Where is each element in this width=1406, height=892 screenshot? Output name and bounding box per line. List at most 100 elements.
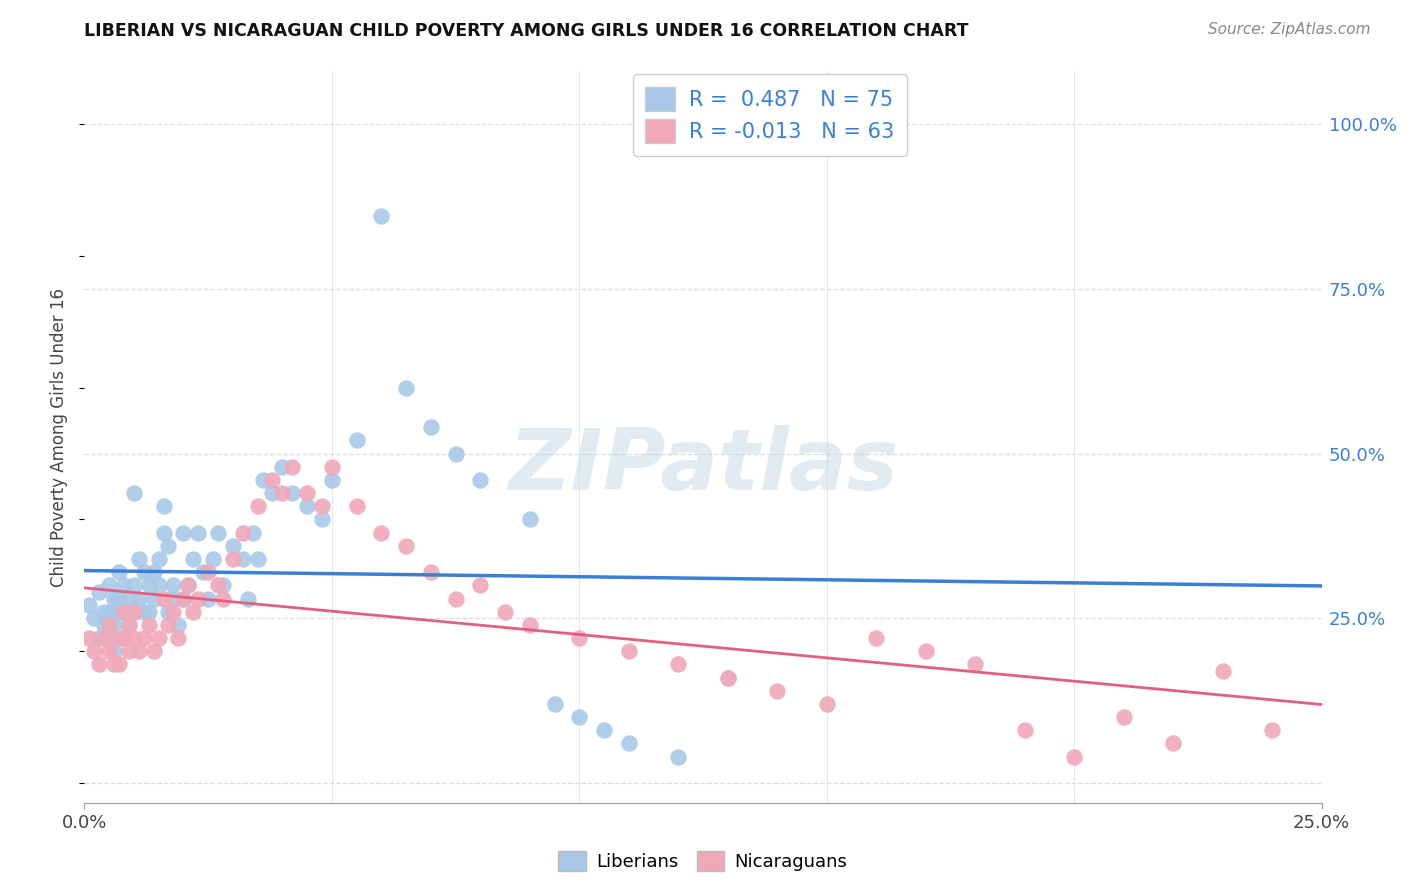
Point [89,631,111,645]
Point [142,565,165,579]
Point [148,578,170,592]
Point [395,381,418,395]
Point [470,578,492,592]
Point [617,737,640,751]
Point [232,552,254,566]
Point [162,578,184,592]
Point [207,525,229,540]
Point [543,697,565,711]
Point [519,618,541,632]
Point [568,710,591,724]
Point [519,512,541,526]
Point [118,618,141,632]
Point [246,500,269,514]
Point [187,591,209,606]
Point [207,578,229,592]
Point [83,644,105,658]
Point [177,578,200,592]
Point [197,591,219,606]
Point [103,657,125,672]
Point [79,631,101,645]
Point [212,591,235,606]
Point [370,210,392,224]
Point [128,644,150,658]
Point [262,473,284,487]
Point [1261,723,1284,738]
Point [103,644,125,658]
Point [191,565,214,579]
Point [262,486,284,500]
Point [232,525,254,540]
Point [212,578,235,592]
Point [346,500,368,514]
Point [370,525,392,540]
Point [108,565,131,579]
Point [138,578,160,592]
Point [865,631,887,645]
Point [965,657,987,672]
Point [118,644,141,658]
Point [108,631,131,645]
Point [138,605,160,619]
Point [138,618,160,632]
Point [815,697,838,711]
Point [98,605,121,619]
Point [666,657,689,672]
Point [103,618,125,632]
Text: ZIPatlas: ZIPatlas [508,425,898,508]
Point [122,605,145,619]
Point [444,446,467,460]
Point [132,565,155,579]
Point [419,420,441,434]
Point [132,631,155,645]
Point [89,657,111,672]
Point [152,525,174,540]
Point [666,749,689,764]
Point [914,644,936,658]
Point [177,578,200,592]
Point [132,605,155,619]
Point [148,631,170,645]
Point [717,671,740,685]
Point [271,486,294,500]
Point [93,631,115,645]
Point [108,605,131,619]
Point [122,605,145,619]
Point [108,591,131,606]
Point [321,473,343,487]
Point [181,552,204,566]
Point [167,631,190,645]
Point [246,552,269,566]
Point [103,591,125,606]
Point [157,605,180,619]
Point [122,631,145,645]
Point [1112,710,1135,724]
Point [172,591,194,606]
Point [271,459,294,474]
Point [157,618,180,632]
Y-axis label: Child Poverty Among Girls Under 16: Child Poverty Among Girls Under 16 [51,287,69,587]
Point [236,591,259,606]
Point [112,605,135,619]
Point [593,723,616,738]
Point [162,605,184,619]
Point [152,500,174,514]
Point [766,683,789,698]
Point [98,618,121,632]
Legend: R =  0.487   N = 75, R = -0.013   N = 63: R = 0.487 N = 75, R = -0.013 N = 63 [633,74,907,156]
Point [162,591,184,606]
Point [118,618,141,632]
Point [128,552,150,566]
Point [118,591,141,606]
Point [112,631,135,645]
Point [222,539,245,553]
Point [242,525,264,540]
Point [152,591,174,606]
Point [98,578,121,592]
Point [98,631,121,645]
Point [112,605,135,619]
Point [311,512,333,526]
Point [568,631,591,645]
Point [122,578,145,592]
Point [112,578,135,592]
